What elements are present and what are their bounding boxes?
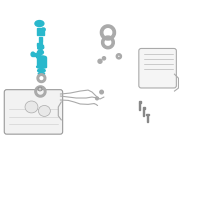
- Bar: [39, 37, 42, 42]
- Ellipse shape: [38, 69, 45, 72]
- Bar: [40, 45, 43, 48]
- Bar: [37, 28, 44, 35]
- Bar: [37, 43, 42, 46]
- FancyBboxPatch shape: [4, 90, 63, 134]
- Ellipse shape: [25, 101, 38, 113]
- Circle shape: [38, 47, 40, 49]
- Circle shape: [102, 57, 106, 60]
- Ellipse shape: [37, 56, 46, 59]
- Ellipse shape: [37, 65, 46, 68]
- Ellipse shape: [37, 50, 43, 55]
- Circle shape: [100, 90, 103, 94]
- Bar: [143, 107, 145, 109]
- Circle shape: [41, 46, 44, 49]
- FancyBboxPatch shape: [139, 48, 176, 88]
- Circle shape: [40, 48, 42, 50]
- Ellipse shape: [38, 73, 45, 75]
- Circle shape: [38, 87, 42, 91]
- Bar: [37, 57, 46, 67]
- Circle shape: [96, 97, 98, 100]
- Bar: [147, 115, 148, 122]
- Bar: [139, 103, 140, 110]
- Bar: [33, 53, 40, 56]
- Circle shape: [39, 88, 41, 90]
- Bar: [146, 114, 149, 115]
- Ellipse shape: [38, 105, 50, 116]
- Circle shape: [98, 59, 102, 63]
- Ellipse shape: [42, 28, 45, 31]
- Ellipse shape: [31, 52, 35, 57]
- Bar: [143, 109, 144, 116]
- Ellipse shape: [35, 21, 44, 27]
- Bar: [139, 101, 141, 103]
